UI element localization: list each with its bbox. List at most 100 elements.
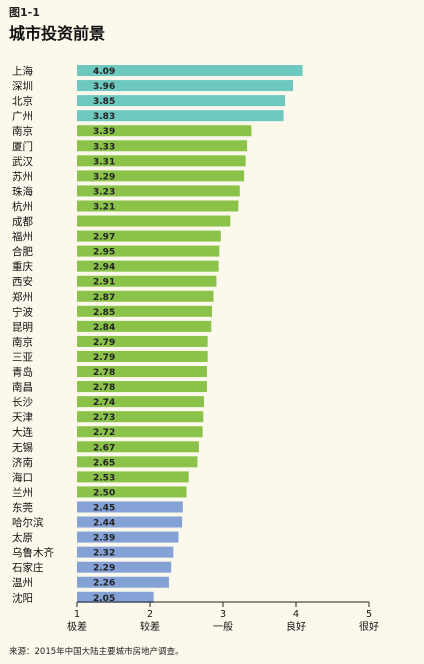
chart-title: 城市投资前景 <box>9 24 106 43</box>
category-label: 石家庄 <box>12 561 44 574</box>
bar <box>77 260 219 272</box>
category-label: 福州 <box>12 230 33 243</box>
category-label: 武汉 <box>12 155 33 168</box>
category-label: 温州 <box>12 577 33 589</box>
value-label: 2.26 <box>93 579 115 589</box>
x-tick-number: 3 <box>220 609 226 620</box>
bar <box>77 516 183 528</box>
category-label: 广州 <box>12 111 33 123</box>
category-label: 西安 <box>12 275 33 288</box>
value-label: 2.94 <box>93 263 115 273</box>
bar <box>77 230 221 242</box>
bar <box>77 275 217 287</box>
value-label: 2.44 <box>93 519 115 529</box>
category-label: 天津 <box>12 412 33 424</box>
x-tick-label: 一般 <box>213 620 233 633</box>
category-label: 上海 <box>12 65 33 78</box>
category-label: 南昌 <box>12 381 33 394</box>
x-tick-number: 4 <box>293 609 299 620</box>
category-label: 成都 <box>12 216 33 228</box>
category-label: 济南 <box>12 456 33 469</box>
value-label: 2.84 <box>93 323 115 333</box>
bar <box>77 290 214 302</box>
value-label: 2.95 <box>93 248 115 258</box>
x-tick-number: 1 <box>74 609 80 620</box>
bar <box>77 350 208 362</box>
category-label: 南京 <box>12 335 33 348</box>
source-note: 来源：2015年中国大陆主要城市房地产调查。 <box>9 647 184 657</box>
x-tick-label: 极差 <box>67 620 87 633</box>
bar <box>77 95 286 107</box>
bar <box>77 561 172 573</box>
x-tick-number: 2 <box>147 609 153 620</box>
value-label: 3.33 <box>93 142 115 152</box>
x-tick-label: 良好 <box>286 620 306 633</box>
bar <box>77 591 154 603</box>
category-label: 郑州 <box>12 290 33 303</box>
category-label: 长沙 <box>12 397 33 409</box>
value-label: 2.29 <box>93 564 115 574</box>
value-label: 2.78 <box>93 368 115 378</box>
bar <box>77 486 187 498</box>
bar <box>77 140 248 152</box>
value-label: 3.83 <box>93 112 115 122</box>
value-label: 2.39 <box>93 534 115 544</box>
bar <box>77 531 179 543</box>
category-label: 海口 <box>12 471 33 484</box>
category-label: 南京 <box>12 125 33 138</box>
value-labels-group: 4.09 3.96 3.85 3.83 3.39 3.33 3.31 3.29 3.23 3.21… <box>93 67 115 604</box>
value-label: 2.50 <box>93 488 115 498</box>
bar <box>77 65 303 77</box>
bar <box>77 441 199 453</box>
category-label: 厦门 <box>12 140 33 153</box>
value-label: 2.72 <box>93 428 115 438</box>
bar <box>77 320 212 332</box>
bar <box>77 381 207 393</box>
bar <box>77 155 246 167</box>
value-label: 3.85 <box>93 97 115 107</box>
value-label: 2.65 <box>93 458 115 468</box>
value-label: 3.21 <box>93 202 115 212</box>
category-label: 三亚 <box>12 351 33 363</box>
x-axis: 1极差 2较差 3一般 4良好 5很好 <box>67 601 379 633</box>
value-label: 2.73 <box>93 413 115 423</box>
category-label: 深圳 <box>12 81 33 93</box>
value-label: 3.31 <box>93 157 115 167</box>
value-label: 2.32 <box>93 549 115 559</box>
x-tick-label: 很好 <box>359 620 379 633</box>
value-label: 3.29 <box>93 172 115 182</box>
value-label: 2.74 <box>93 398 115 408</box>
category-label: 沈阳 <box>12 591 33 604</box>
category-label: 北京 <box>12 95 33 108</box>
category-label: 哈尔滨 <box>12 516 44 529</box>
value-label: 2.53 <box>93 473 115 483</box>
bar <box>77 200 239 212</box>
value-label: 2.78 <box>93 383 115 393</box>
value-label: 2.87 <box>93 293 115 303</box>
category-label: 苏州 <box>12 170 33 183</box>
value-label: 2.91 <box>93 278 115 288</box>
bar <box>77 501 183 513</box>
category-label: 大连 <box>12 426 33 439</box>
value-label: 4.09 <box>93 67 115 77</box>
bar <box>77 170 245 182</box>
value-label: 2.85 <box>93 308 115 318</box>
bar <box>77 80 294 92</box>
bar <box>77 185 240 197</box>
bar <box>77 305 213 317</box>
bar <box>77 426 203 438</box>
category-label: 珠海 <box>12 185 33 198</box>
x-tick-label: 较差 <box>140 620 160 633</box>
category-label: 昆明 <box>12 321 33 333</box>
category-label: 太原 <box>12 531 33 544</box>
category-label: 青岛 <box>12 366 33 379</box>
category-label: 东莞 <box>12 501 33 514</box>
category-label: 宁波 <box>12 305 33 318</box>
x-tick-number: 5 <box>366 609 372 620</box>
bar <box>77 471 189 483</box>
value-label: 3.96 <box>93 82 115 92</box>
category-label: 杭州 <box>12 200 33 213</box>
value-label: 3.23 <box>93 187 115 197</box>
value-label: 2.79 <box>93 338 115 348</box>
